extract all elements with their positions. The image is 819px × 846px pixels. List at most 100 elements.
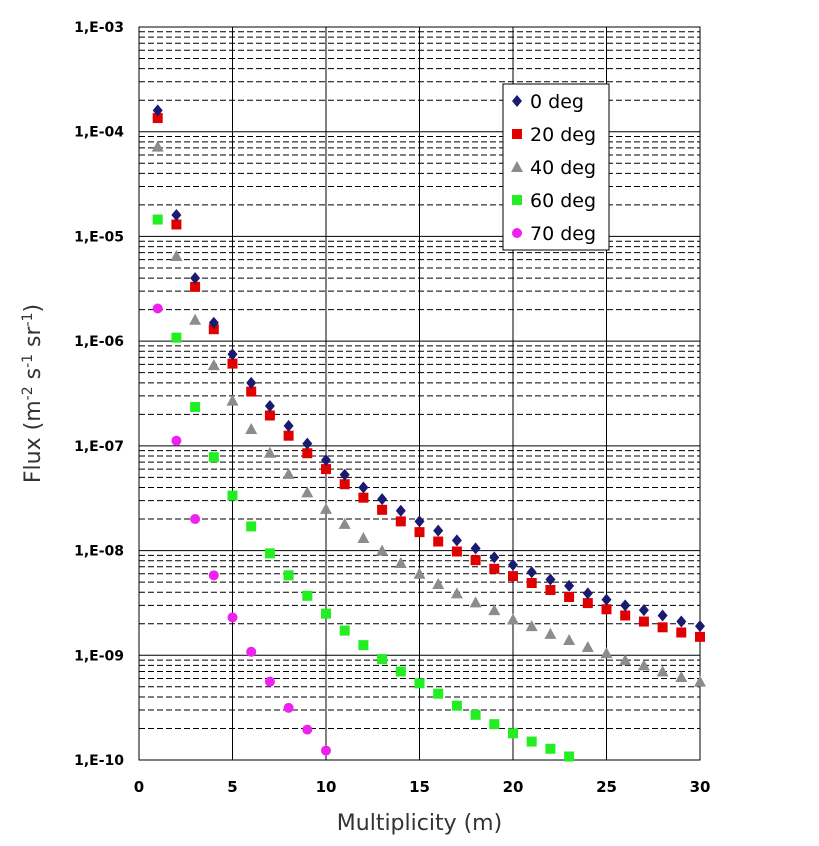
legend-marker-70-deg [512,228,522,238]
point-40-deg [282,467,295,479]
point-40-deg [263,446,276,458]
y-axis-title: Flux (m-2 s-1 sr-1) [20,304,46,483]
point-60-deg [302,590,313,601]
point-0-deg [208,316,219,329]
point-20-deg [489,563,500,574]
y-tick-label: 1,E-06 [74,334,124,350]
y-tick-label: 1,E-08 [74,544,124,560]
point-60-deg [564,751,575,762]
point-0-deg [545,573,556,586]
grid [138,26,701,761]
legend: 0 deg 20 deg 40 deg 60 deg 70 deg [502,83,610,251]
y-axis-title-mid-2: sr [21,325,46,353]
point-20-deg [508,571,518,582]
legend-marker-20-deg [512,129,522,139]
point-0-deg [676,615,687,628]
point-20-deg [302,448,313,459]
point-20-deg [470,555,481,566]
point-20-deg [339,479,350,490]
point-40-deg [376,544,389,556]
x-tick-label: 10 [316,778,337,796]
point-40-deg [563,633,576,645]
point-60-deg [190,402,201,413]
point-20-deg [264,410,275,421]
point-70-deg [171,435,182,446]
point-0-deg [638,604,649,617]
legend-label-0-deg: 0 deg [530,91,584,113]
x-axis-title: Multiplicity (m) [337,811,502,836]
point-0-deg [171,209,182,222]
point-0-deg [321,454,331,467]
point-20-deg [695,631,705,642]
point-60-deg [470,709,481,720]
point-60-deg [171,332,182,343]
point-0-deg [414,515,425,528]
point-20-deg [321,464,331,475]
point-60-deg [395,666,406,677]
point-20-deg [564,592,575,603]
legend-marker-0-deg [512,95,522,107]
point-40-deg [488,604,501,616]
point-60-deg [246,521,257,532]
y-tick-label: 1,E-09 [74,648,124,664]
point-40-deg [320,502,332,514]
point-0-deg [227,348,238,361]
point-60-deg [414,678,425,689]
plot-frame [138,26,701,761]
x-tick-label: 0 [134,778,144,796]
point-40-deg [226,394,239,406]
point-40-deg [469,596,482,608]
y-axis-title-mid-1: s [21,368,46,386]
y-axis-title-exp-1: -2 [20,386,36,400]
point-20-deg [451,546,462,557]
point-0-deg [657,609,668,622]
point-40-deg [656,665,669,677]
point-0-deg [564,579,575,592]
point-20-deg [377,504,388,515]
point-40-deg [619,654,632,666]
point-20-deg [208,324,219,335]
point-40-deg [338,517,351,529]
point-0-deg [377,493,388,506]
point-0-deg [489,551,500,564]
point-40-deg [675,671,688,683]
point-40-deg [245,422,258,434]
legend-marker-60-deg [512,195,522,205]
point-40-deg [189,313,202,325]
point-0-deg [620,599,631,612]
point-60-deg [451,700,462,711]
point-40-deg [694,675,706,687]
point-40-deg [301,486,314,498]
point-20-deg [545,585,556,596]
point-70-deg [302,724,313,735]
point-0-deg [358,481,369,494]
legend-marker-40-deg [511,161,523,172]
legend-label-20-deg: 20 deg [530,124,596,146]
point-60-deg [264,548,275,559]
point-0-deg [395,504,406,517]
point-20-deg [358,492,369,503]
point-40-deg [207,359,220,371]
point-20-deg [601,604,612,615]
y-tick-label: 1,E-04 [74,125,124,141]
x-tick-label: 5 [227,778,237,796]
point-0-deg [470,542,481,555]
point-40-deg [544,627,557,639]
point-0-deg [526,566,537,579]
point-20-deg [657,622,668,633]
point-70-deg [246,646,257,657]
point-20-deg [227,358,238,369]
point-0-deg [433,524,444,537]
point-20-deg [283,430,294,441]
point-0-deg [582,587,593,600]
point-40-deg [600,647,613,659]
point-20-deg [620,610,631,621]
point-20-deg [582,598,593,609]
legend-box [502,83,610,251]
point-20-deg [395,516,406,527]
point-0-deg [601,593,612,606]
point-60-deg [489,719,500,730]
point-70-deg [152,303,163,314]
point-60-deg [283,570,294,581]
